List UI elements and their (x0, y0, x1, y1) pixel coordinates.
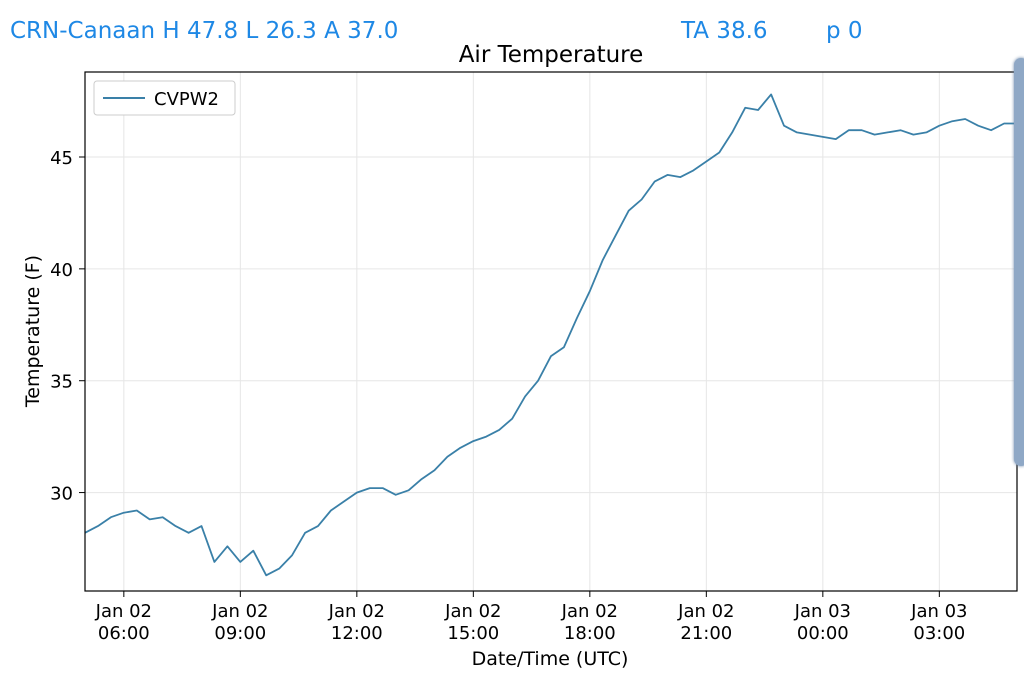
x-tick-label-time: 09:00 (214, 623, 266, 644)
plot-frame (84, 71, 1018, 592)
x-tick-label-date: Jan 02 (95, 601, 152, 622)
ta-readout: TA 38.6 (681, 18, 768, 44)
legend: CVPW2 (93, 80, 236, 116)
x-tick-label-time: 00:00 (797, 623, 849, 644)
x-axis-label: Date/Time (UTC) (472, 648, 629, 670)
x-tick-label-date: Jan 02 (211, 601, 268, 622)
x-tick-label-time: 12:00 (331, 623, 383, 644)
grid (85, 72, 1017, 591)
y-tick-label: 45 (50, 148, 73, 169)
x-tick-label-time: 15:00 (447, 623, 499, 644)
series-layer (85, 93, 1017, 577)
x-tick-label-time: 18:00 (564, 623, 616, 644)
x-tick-label-date: Jan 02 (444, 601, 501, 622)
legend-label-cvpw2: CVPW2 (154, 89, 219, 110)
y-tick-label: 30 (50, 484, 73, 505)
x-tick-label-date: Jan 03 (794, 601, 851, 622)
side-drawer-handle[interactable] (1014, 58, 1024, 466)
x-tick-label-time: 21:00 (680, 623, 732, 644)
p-readout: p 0 (826, 18, 863, 44)
x-tick-label-date: Jan 02 (561, 601, 618, 622)
x-tick-label-time: 06:00 (98, 623, 150, 644)
station-summary: CRN-Canaan H 47.8 L 26.3 A 37.0 (10, 18, 399, 44)
y-tick-label: 35 (50, 372, 73, 393)
y-axis-label: Temperature (F) (22, 255, 44, 408)
y-tick-label: 40 (50, 260, 73, 281)
x-tick-label-date: Jan 02 (328, 601, 385, 622)
series-line-cvpw2 (85, 93, 1017, 577)
legend-box (93, 80, 236, 116)
x-tick-label-time: 03:00 (913, 623, 965, 644)
x-tick-label-date: Jan 02 (677, 601, 734, 622)
y-axis: 30 35 40 45 (50, 148, 85, 505)
x-tick-label-date: Jan 03 (910, 601, 967, 622)
chart-title: Air Temperature (459, 42, 644, 68)
